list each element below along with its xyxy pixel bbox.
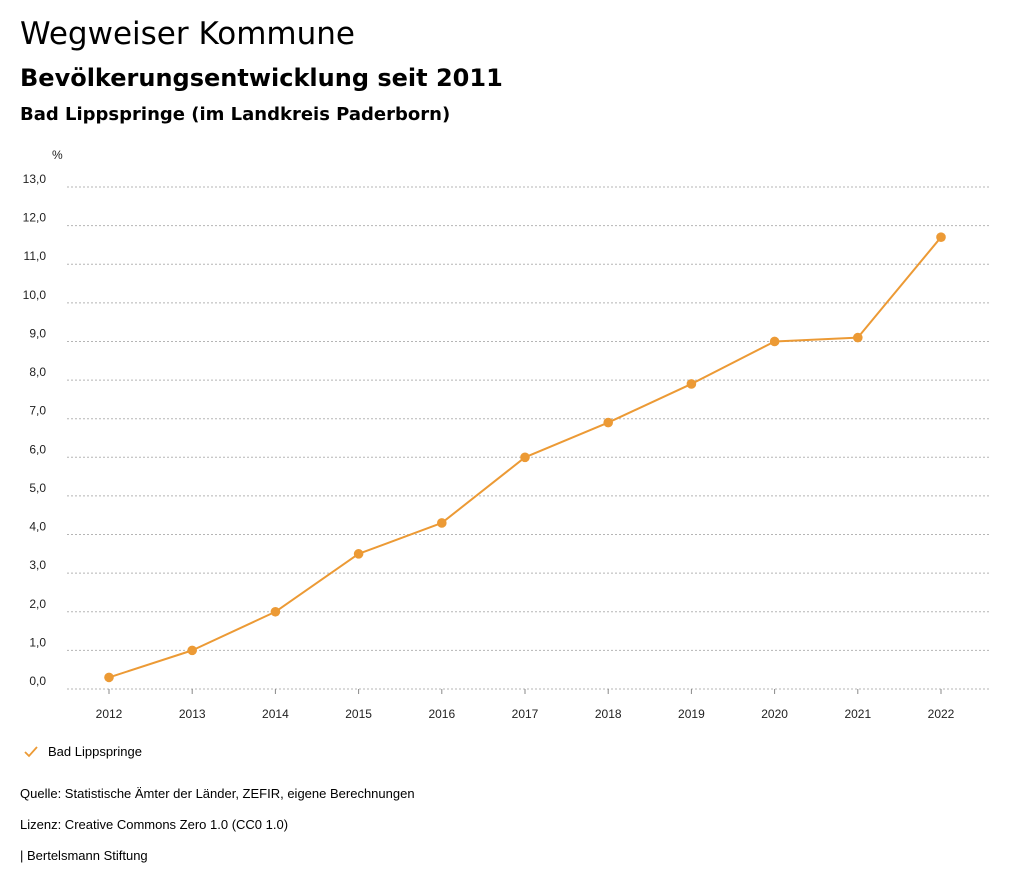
line-chart: % 0,0 1,0 2,0 3,0 4,0 5,0 6,0 7,0 8,0 9,0 10,0 11,0… [23, 148, 990, 721]
y-axis-unit: % [52, 148, 63, 162]
data-point[interactable] [769, 336, 780, 347]
x-tick-label: 2012 [96, 707, 123, 721]
data-point[interactable] [187, 645, 197, 656]
data-point[interactable] [603, 417, 613, 428]
y-tick-label: 12,0 [23, 211, 47, 225]
x-tick-label: 2013 [179, 707, 206, 721]
y-tick-label: 4,0 [29, 520, 46, 534]
x-axis-ticks: 2012 2013 2014 2015 2016 2017 2018 2019 2020 2021… [96, 689, 955, 721]
y-tick-label: 2,0 [29, 597, 46, 611]
data-point[interactable] [520, 452, 530, 463]
check-icon [24, 745, 38, 757]
license-note: Lizenz: Creative Commons Zero 1.0 (CC0 1… [20, 817, 289, 832]
x-tick-label: 2016 [428, 707, 455, 721]
y-tick-label: 13,0 [23, 172, 47, 186]
x-tick-label: 2017 [512, 707, 539, 721]
data-point[interactable] [270, 606, 281, 617]
y-tick-label: 6,0 [29, 442, 46, 456]
x-tick-label: 2018 [595, 707, 622, 721]
y-tick-label: 0,0 [29, 674, 46, 688]
y-tick-label: 9,0 [29, 326, 46, 340]
series-bad-lippspringe [104, 232, 946, 683]
x-tick-label: 2022 [928, 707, 955, 721]
y-tick-label: 8,0 [29, 365, 46, 379]
legend-label: Bad Lippspringe [48, 744, 142, 759]
data-point[interactable] [437, 518, 447, 528]
data-point[interactable] [104, 672, 114, 683]
y-tick-label: 10,0 [23, 288, 47, 302]
grid-lines [67, 186, 990, 690]
y-axis-ticks: 0,0 1,0 2,0 3,0 4,0 5,0 6,0 7,0 8,0 9,0 10,0 11,0 12… [23, 172, 47, 688]
y-tick-label: 5,0 [29, 481, 46, 495]
source-note: Quelle: Statistische Ämter der Länder, Z… [20, 786, 415, 801]
x-tick-label: 2014 [262, 707, 289, 721]
legend[interactable]: Bad Lippspringe [24, 744, 142, 759]
data-point[interactable] [686, 379, 697, 389]
x-tick-label: 2019 [678, 707, 705, 721]
page-title: Wegweiser Kommune [20, 16, 355, 52]
y-tick-label: 11,0 [24, 249, 47, 263]
x-tick-label: 2020 [761, 707, 788, 721]
data-point[interactable] [353, 549, 364, 559]
region-label: Bad Lippspringe (im Landkreis Paderborn) [20, 104, 451, 125]
chart-subtitle: Bevölkerungsentwicklung seit 2011 [20, 64, 503, 92]
publisher-note: | Bertelsmann Stiftung [20, 848, 148, 863]
y-tick-label: 3,0 [29, 558, 46, 572]
data-point[interactable] [936, 232, 946, 242]
data-point[interactable] [853, 332, 863, 343]
x-tick-label: 2015 [345, 707, 372, 721]
y-tick-label: 7,0 [29, 404, 46, 418]
x-tick-label: 2021 [844, 707, 871, 721]
y-tick-label: 1,0 [29, 635, 46, 649]
